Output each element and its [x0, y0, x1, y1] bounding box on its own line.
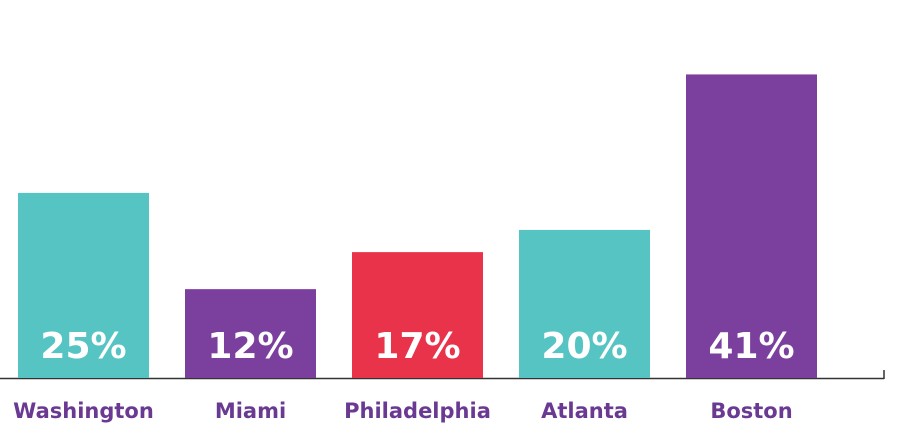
bar-atlanta	[519, 229, 650, 378]
bar-washington	[18, 192, 149, 378]
bar-value-label: 17%	[374, 326, 460, 367]
category-label: Philadelphia	[344, 399, 491, 423]
category-label: Boston	[710, 399, 792, 423]
bar-value-label: 12%	[207, 326, 293, 367]
bar-value-label: 20%	[541, 326, 627, 367]
category-label: Atlanta	[541, 399, 628, 423]
bar-philadelphia	[352, 252, 483, 378]
bar-value-label: 25%	[40, 326, 126, 367]
category-label: Miami	[215, 399, 286, 423]
category-label: Washington	[13, 399, 154, 423]
bar-value-label: 41%	[708, 326, 794, 367]
bar-boston	[686, 74, 817, 378]
bars-group: 25% Washington 12% Miami 17% Philadelphia 20% A…	[13, 74, 817, 423]
bar-miami	[185, 289, 316, 378]
